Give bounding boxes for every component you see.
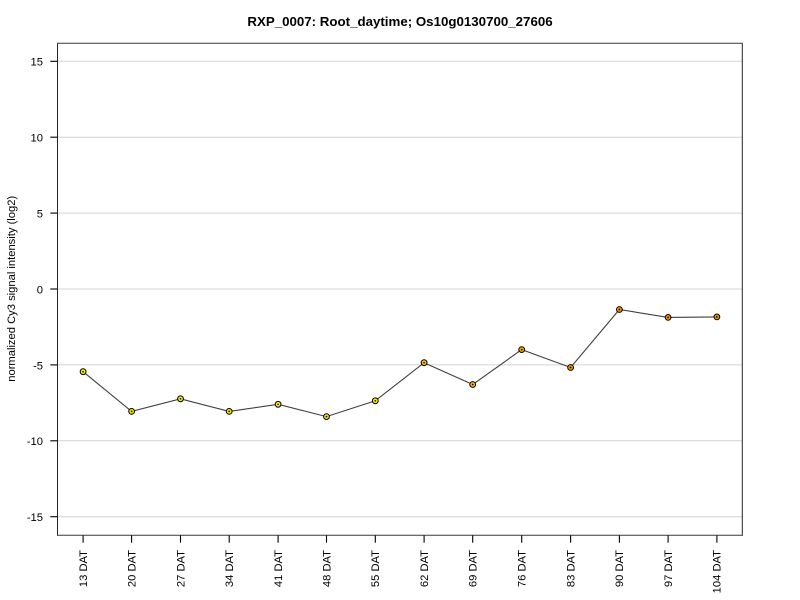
svg-text:62 DAT: 62 DAT <box>419 550 431 587</box>
svg-text:RXP_0007: Root_daytime; Os10g0: RXP_0007: Root_daytime; Os10g0130700_276… <box>247 14 552 29</box>
svg-text:15: 15 <box>31 57 43 69</box>
svg-text:5: 5 <box>37 209 43 221</box>
svg-text:90 DAT: 90 DAT <box>614 550 626 587</box>
svg-text:34 DAT: 34 DAT <box>224 550 236 587</box>
svg-text:10: 10 <box>31 133 43 145</box>
svg-text:104 DAT: 104 DAT <box>712 550 724 593</box>
svg-text:0: 0 <box>37 284 43 296</box>
svg-text:48 DAT: 48 DAT <box>321 550 333 587</box>
svg-text:normalized Cy3 signal intensit: normalized Cy3 signal intensity (log2) <box>6 196 18 382</box>
svg-text:20 DAT: 20 DAT <box>126 550 138 587</box>
svg-text:-15: -15 <box>27 512 43 524</box>
svg-text:-10: -10 <box>27 436 43 448</box>
svg-text:69 DAT: 69 DAT <box>468 550 480 587</box>
svg-text:83 DAT: 83 DAT <box>565 550 577 587</box>
svg-text:97 DAT: 97 DAT <box>663 550 675 587</box>
svg-text:27 DAT: 27 DAT <box>175 550 187 587</box>
svg-text:76 DAT: 76 DAT <box>517 550 529 587</box>
svg-text:41 DAT: 41 DAT <box>273 550 285 587</box>
svg-text:-5: -5 <box>33 360 43 372</box>
svg-text:55 DAT: 55 DAT <box>370 550 382 587</box>
svg-text:13 DAT: 13 DAT <box>78 550 90 587</box>
